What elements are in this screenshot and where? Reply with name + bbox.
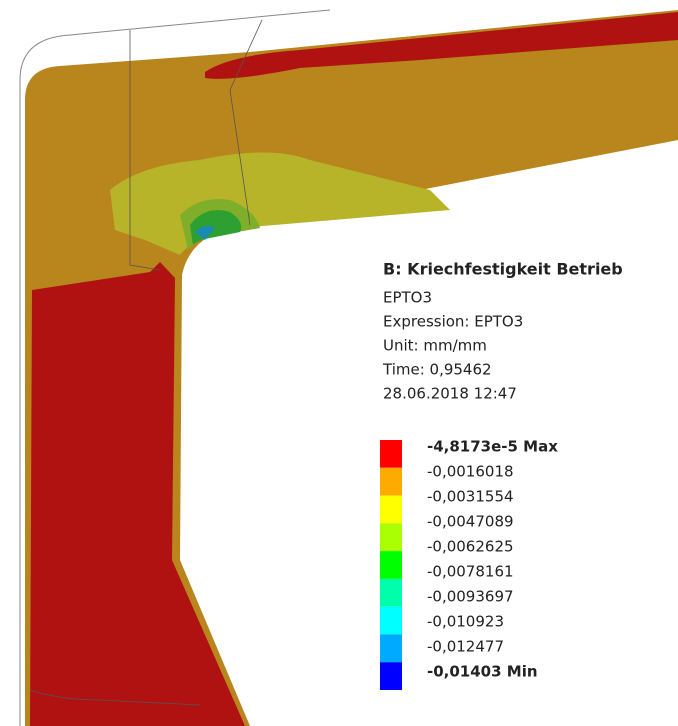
red-zone (205, 12, 678, 79)
scale-label: -0,012477 (427, 638, 504, 656)
color-swatch (380, 467, 402, 496)
color-swatch (380, 578, 402, 607)
edge-line (129, 19, 263, 271)
color-swatch (380, 440, 402, 468)
scale-label: -0,0062625 (427, 538, 514, 556)
legend-line: 28.06.2018 12:47 (383, 385, 517, 403)
color-swatch (380, 551, 402, 579)
scale-label: -0,0047089 (427, 513, 514, 531)
color-swatch (380, 495, 402, 524)
scale-label: -0,010923 (427, 613, 504, 631)
legend-line: Time: 0,95462 (382, 361, 492, 379)
scale-label: -4,8173e-5 Max (427, 438, 558, 456)
red-zone (30, 262, 245, 726)
color-swatch (380, 662, 402, 690)
legend-line: EPTO3 (383, 289, 432, 307)
color-swatch (380, 634, 402, 663)
scale-label: -0,0078161 (427, 563, 514, 581)
scale-label: -0,0093697 (427, 588, 514, 606)
scale-label: -0,0031554 (427, 488, 514, 506)
scale-label: -0,0016018 (427, 463, 514, 481)
color-swatch (380, 523, 402, 552)
legend-title: B: Kriechfestigkeit Betrieb (383, 260, 623, 279)
blue-zone (195, 225, 215, 240)
scale-label: -0,01403 Min (427, 663, 538, 681)
color-swatch (380, 606, 402, 635)
legend-line: Unit: mm/mm (383, 337, 487, 355)
edge-line (29, 689, 201, 706)
outline (19, 9, 331, 726)
legend-line: Expression: EPTO3 (383, 313, 523, 331)
legend: EPTO3 Expression: EPTO3 Unit: mm/mm Time: 0… (380, 289, 558, 690)
